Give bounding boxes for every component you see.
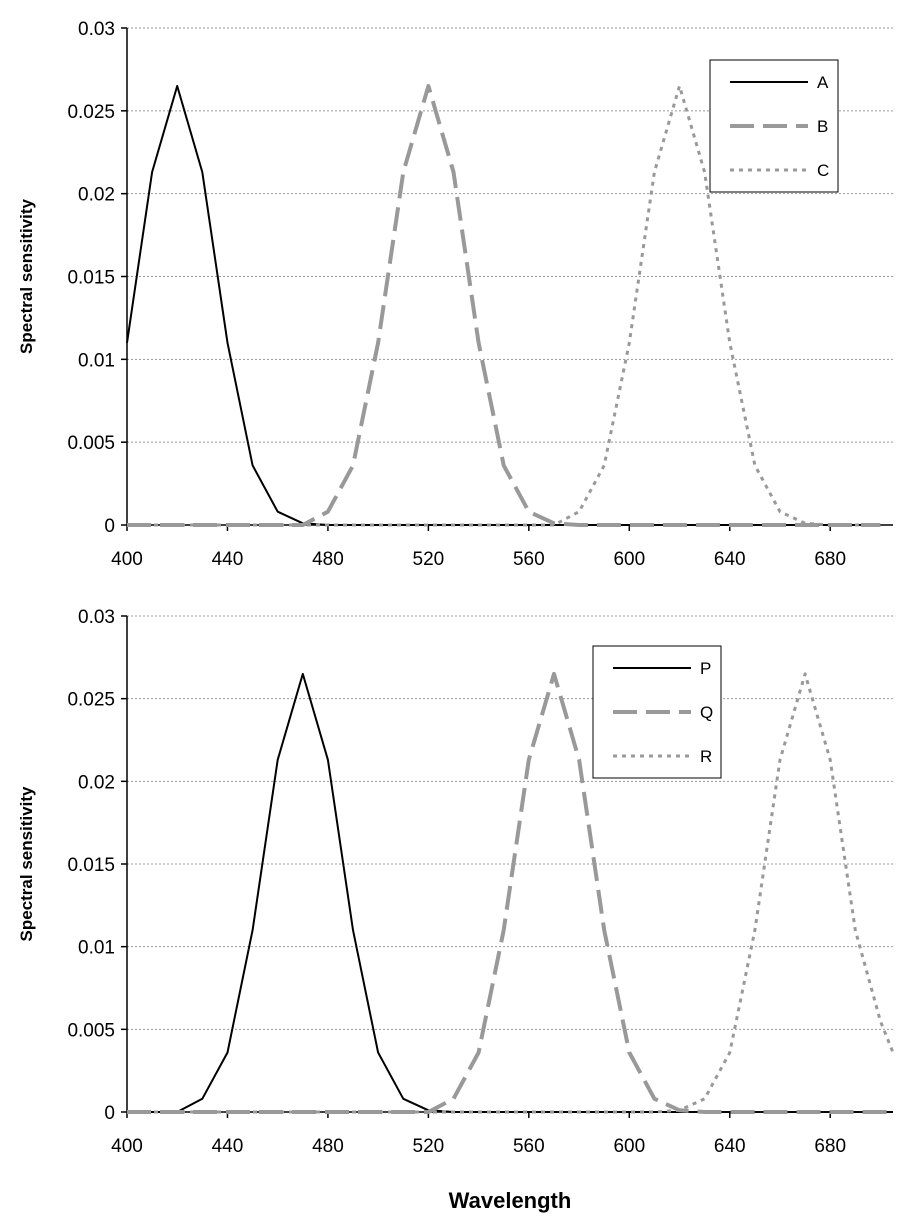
x-axis-title: Wavelength <box>449 1188 572 1213</box>
y-tick-label: 0.025 <box>67 690 115 711</box>
legend-label-b: B <box>817 117 828 136</box>
legend-label-q: Q <box>700 703 713 722</box>
x-tick-label: 480 <box>312 1136 344 1157</box>
x-tick-label: 680 <box>814 1136 846 1157</box>
y-tick-label: 0.01 <box>78 350 115 371</box>
y-tick-label: 0.005 <box>67 433 115 454</box>
series-line-r <box>127 672 895 1114</box>
y-tick-label: 0.015 <box>67 268 115 289</box>
x-tick-label: 480 <box>312 549 344 570</box>
x-tick-label: 600 <box>613 549 645 570</box>
y-tick-label: 0 <box>104 1103 115 1124</box>
legend-label-a: A <box>817 73 829 92</box>
y-axis-title: Spectral sensitivity <box>17 198 36 354</box>
series-line-b <box>127 84 881 527</box>
x-tick-label: 520 <box>413 549 445 570</box>
legend-label-p: P <box>700 659 711 678</box>
series-line-a <box>126 85 881 526</box>
y-tick-label: 0.01 <box>78 938 115 959</box>
x-tick-label: 640 <box>714 1136 746 1157</box>
x-tick-label: 520 <box>413 1136 445 1157</box>
x-tick-label: 400 <box>111 1136 143 1157</box>
x-tick-label: 640 <box>714 549 746 570</box>
y-tick-label: 0.025 <box>67 102 115 123</box>
legend-label-c: C <box>817 161 829 180</box>
x-tick-label: 440 <box>212 549 244 570</box>
y-tick-label: 0.03 <box>78 607 115 628</box>
y-tick-label: 0.02 <box>78 772 115 793</box>
series-line-q <box>127 671 893 1114</box>
y-tick-label: 0.02 <box>78 185 115 206</box>
chart-bottom: 0 0.005 0.01 0.015 0.02 0.025 0.03 400 440 480 520… <box>17 607 895 1213</box>
y-tick-label: 0.015 <box>67 855 115 876</box>
x-tick-label: 560 <box>513 1136 545 1157</box>
y-tick-label: 0 <box>104 516 115 537</box>
x-tick-label: 440 <box>212 1136 244 1157</box>
y-tick-label: 0.005 <box>67 1020 115 1041</box>
chart-top: 0 0.005 0.01 0.015 0.02 0.025 0.03 400 440 480 520… <box>17 19 893 570</box>
x-tick-label: 560 <box>513 549 545 570</box>
y-tick-label: 0.03 <box>78 19 115 40</box>
x-tick-label: 600 <box>613 1136 645 1157</box>
y-axis-title: Spectral sensitivity <box>17 786 36 942</box>
legend-label-r: R <box>700 747 712 766</box>
x-tick-label: 400 <box>111 549 143 570</box>
x-tick-label: 680 <box>814 549 846 570</box>
